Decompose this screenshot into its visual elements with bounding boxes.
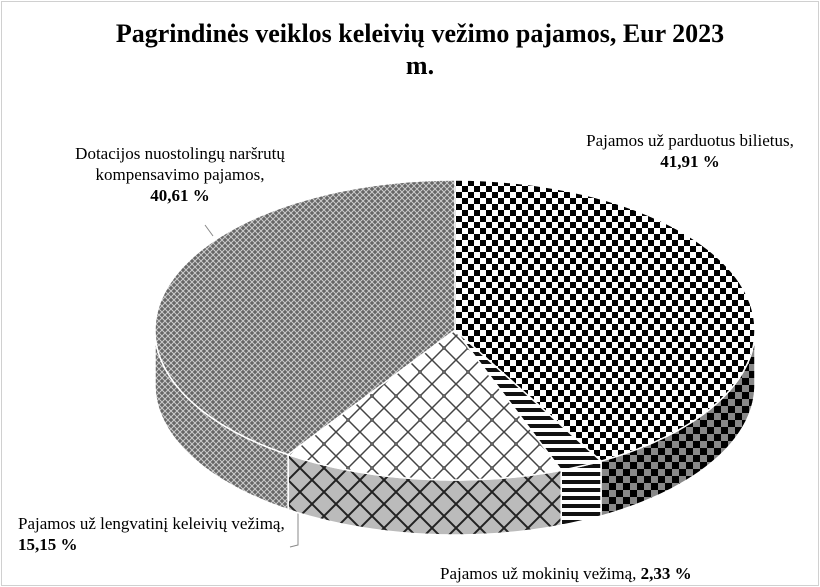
category-label: Pajamos už lengvatinį keleivių vežimą, [18, 514, 285, 533]
slice-label: Pajamos už parduotus bilietus, 41,91 % [585, 130, 795, 172]
category-label: Pajamos už parduotus bilietus, [586, 131, 794, 150]
pie-slice [454, 329, 603, 472]
value-label: 2,33 % [640, 564, 692, 583]
category-label: Pajamos už mokinių vežimą, [440, 564, 637, 583]
value-label: 40,61 % [150, 186, 210, 205]
leader-line [289, 509, 299, 548]
chart-title: Pagrindinės veiklos keleivių vežimo paja… [115, 19, 725, 80]
pie-slice [286, 328, 563, 481]
leader-line [204, 224, 214, 237]
pie-slice [154, 179, 456, 456]
pie-side [560, 460, 602, 527]
category-label: Dotacijos nuostolingų naršrutų kompensav… [75, 144, 285, 184]
value-label: 15,15 % [18, 535, 78, 554]
value-label: 41,91 % [660, 152, 720, 171]
slice-label: Pajamos už mokinių vežimą, 2,33 % [440, 563, 820, 584]
slice-label: Dotacijos nuostolingų naršrutų kompensav… [30, 143, 330, 206]
pie-slice [454, 179, 756, 462]
slice-label: Pajamos už lengvatinį keleivių vežimą, 1… [18, 513, 288, 555]
